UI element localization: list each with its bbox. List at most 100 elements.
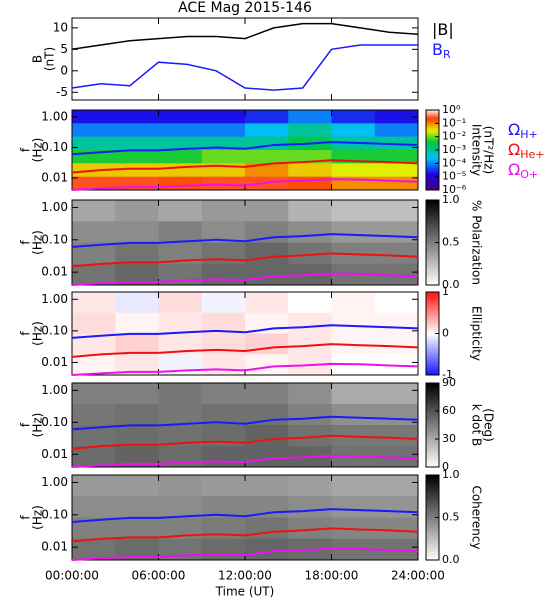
chart-title: ACE Mag 2015-146	[178, 0, 312, 16]
heatmap-cell	[158, 383, 203, 405]
heatmap-cell	[158, 475, 203, 497]
y-tick-label: 10	[53, 20, 68, 34]
heatmap-cell	[201, 200, 246, 222]
colorbar-swatch	[426, 240, 439, 243]
colorbar-tick-label: 1.0	[442, 468, 460, 481]
colorbar-swatch	[426, 401, 439, 405]
colorbar-swatch	[426, 225, 439, 229]
heatmap-cell	[72, 496, 116, 518]
colorbar-swatch	[426, 118, 439, 121]
colorbar-swatch	[426, 148, 439, 151]
colorbar-tick-label: 10⁻⁵	[442, 170, 466, 183]
heatmap-cell	[245, 150, 289, 164]
colorbar-frame	[425, 382, 440, 468]
colorbar-swatch	[426, 439, 439, 443]
heatmap-cell	[72, 383, 116, 405]
colorbar-swatch	[426, 458, 439, 462]
y-tick-label: 0.01	[41, 447, 68, 461]
heatmap-cell	[245, 123, 289, 138]
heatmap-cell	[72, 221, 116, 243]
colorbar-swatch	[426, 372, 439, 376]
heatmap-cell	[115, 221, 159, 243]
heatmap-cell	[115, 425, 159, 447]
heatmap-cell	[201, 263, 246, 286]
colorbar-tick-label: 0.0	[442, 553, 460, 566]
colorbar-swatch	[426, 124, 439, 127]
y-tick-label: 0.10	[41, 415, 68, 429]
colorbar-swatch	[426, 420, 439, 424]
heatmap-cell	[72, 425, 116, 447]
colorbar-swatch	[426, 298, 439, 301]
legend-name: Ω	[508, 160, 520, 179]
heatmap-cell	[245, 425, 289, 447]
heatmap-cell	[72, 333, 116, 355]
colorbar-tick-label: 90	[442, 376, 456, 389]
colorbar-swatch	[426, 274, 439, 277]
colorbar-label: Intensity	[470, 124, 484, 176]
colorbar-swatch	[426, 255, 439, 258]
series-line	[71, 233, 419, 248]
colorbar-swatch	[426, 452, 439, 455]
y-tick-label: 1.00	[41, 200, 68, 214]
colorbar-swatch	[426, 302, 439, 305]
colorbar-swatch	[426, 481, 439, 484]
heatmap-cell	[72, 292, 116, 314]
heatmap-cell	[245, 354, 289, 376]
colorbar-swatch	[426, 182, 439, 185]
y-tick-label: 1.00	[41, 110, 68, 124]
legend-entry: |B|	[432, 20, 454, 39]
y-tick-label: -5	[56, 85, 68, 99]
colorbar-swatch	[426, 174, 439, 177]
heatmap-cell	[158, 221, 203, 243]
colorbar-swatch	[426, 128, 439, 131]
heatmap-cell	[245, 517, 289, 540]
colorbar-swatch	[426, 454, 439, 457]
colorbar-swatch	[426, 496, 439, 499]
colorbar-swatch	[426, 231, 439, 235]
legend-entry: ΩHe+	[508, 140, 545, 162]
heatmap-cell	[201, 446, 246, 468]
colorbar-swatch	[426, 156, 439, 159]
colorbar-swatch	[426, 404, 439, 407]
colorbar-swatch	[426, 385, 439, 388]
colorbar-swatch	[426, 282, 439, 286]
heatmap-cell	[374, 200, 419, 222]
heatmap-cell	[288, 242, 332, 265]
y-axis-label: f	[19, 422, 33, 427]
colorbar-label: (nT²/Hz)	[482, 126, 496, 174]
colorbar-swatch	[426, 477, 439, 480]
heatmap-cell	[72, 263, 116, 286]
colorbar-swatch	[426, 312, 439, 316]
heatmap-cell	[158, 404, 203, 426]
colorbar-swatch	[426, 418, 439, 422]
heatmap-cell	[115, 354, 159, 376]
colorbar-swatch	[426, 450, 439, 453]
colorbar-tick-label: 0.5	[442, 511, 460, 524]
x-tick-label: 00:00:00	[45, 569, 99, 583]
colorbar-swatch	[426, 204, 439, 207]
colorbar-swatch	[426, 492, 439, 495]
colorbar-swatch	[426, 350, 439, 353]
colorbar-swatch	[426, 234, 439, 237]
y-tick-label: 0	[60, 63, 68, 77]
colorbar-swatch	[426, 206, 439, 209]
colorbar-swatch	[426, 339, 439, 343]
heatmap-cell	[115, 312, 159, 334]
heatmap-cell	[115, 333, 159, 355]
colorbar-swatch	[426, 308, 439, 312]
heatmap-cell	[374, 150, 419, 164]
colorbar-swatch	[426, 132, 439, 135]
heatmap-cell	[288, 292, 332, 314]
colorbar-swatch	[426, 506, 439, 510]
colorbar-swatch	[426, 296, 439, 299]
colorbar-swatch	[426, 435, 439, 439]
heatmap-cell	[158, 110, 203, 124]
colorbar-tick-label: 0.0	[442, 278, 460, 291]
heatmap-cell	[72, 176, 116, 191]
heatmap-cell	[201, 176, 246, 191]
colorbar-swatch	[426, 200, 439, 203]
colorbar-swatch	[426, 360, 439, 364]
colorbar-swatch	[426, 352, 439, 355]
heatmap-cell	[374, 242, 419, 265]
